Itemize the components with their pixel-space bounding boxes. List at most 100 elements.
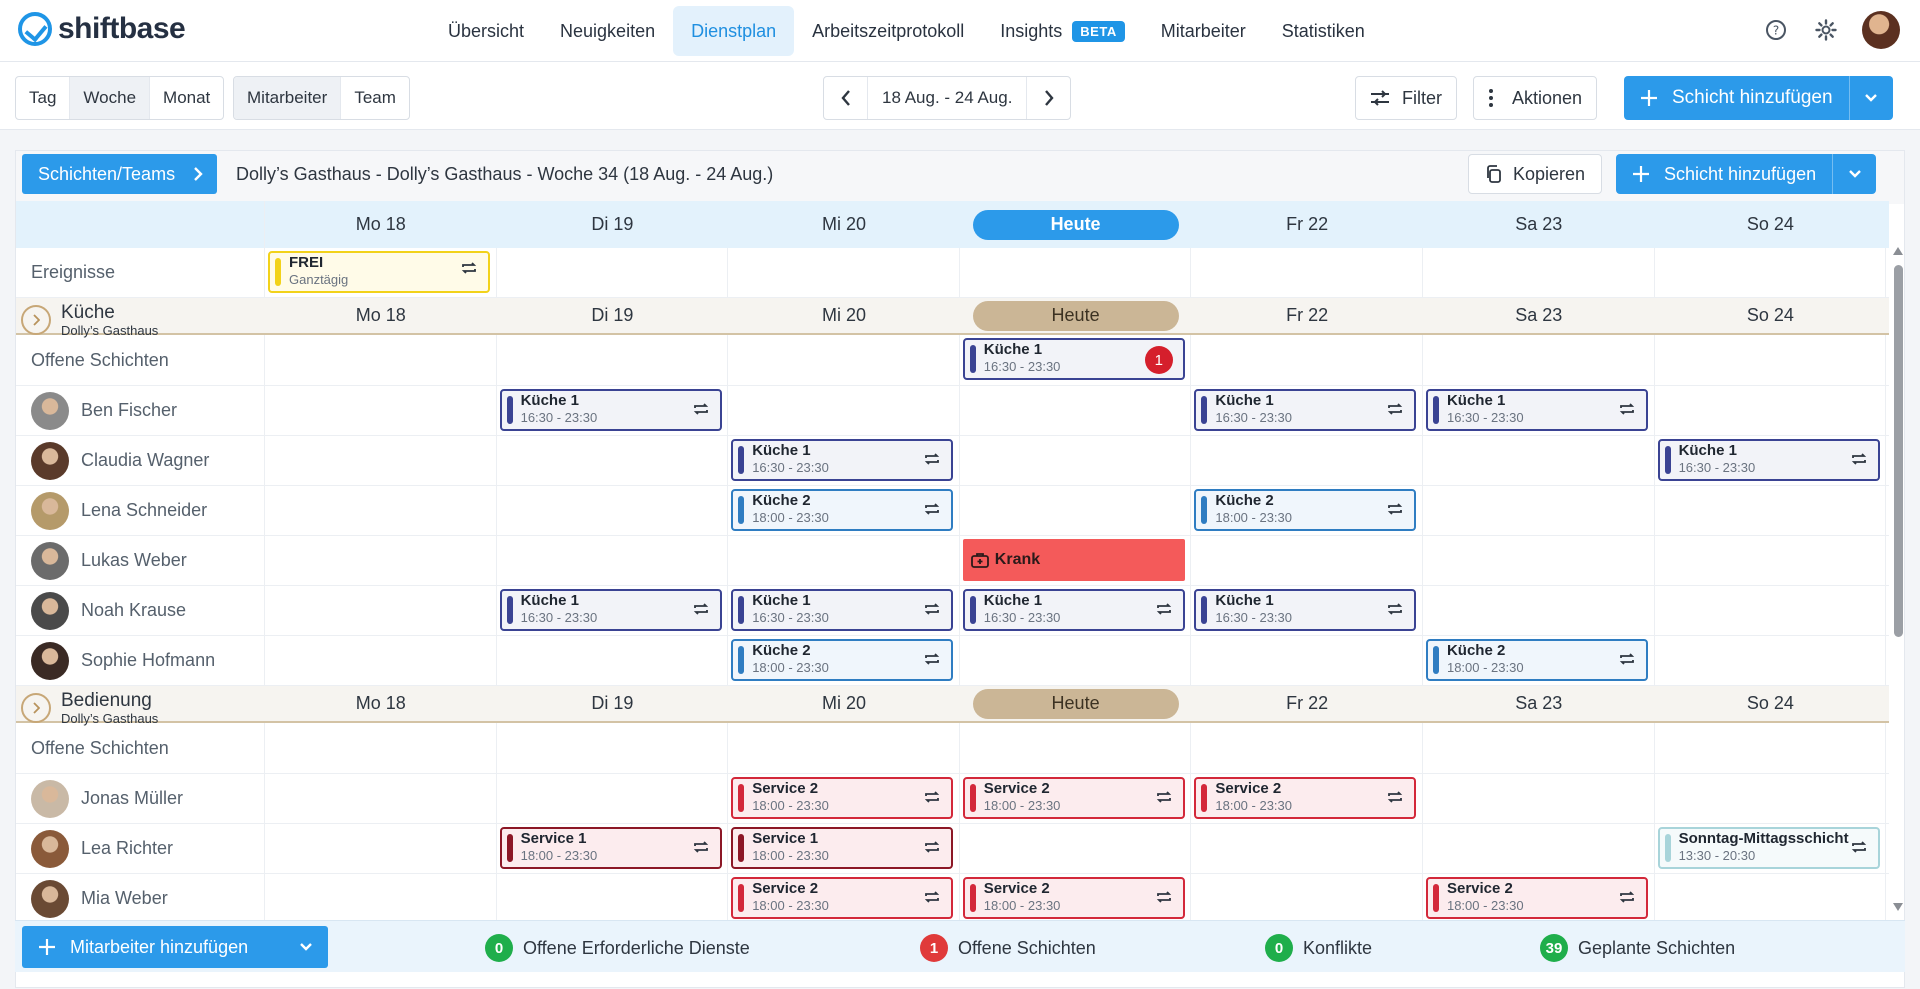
shift-card[interactable]: Service 1 18:00 - 23:30: [499, 827, 722, 869]
day-cell[interactable]: [1655, 536, 1887, 585]
repeat-icon[interactable]: [1386, 502, 1404, 520]
day-cell[interactable]: [1191, 335, 1423, 385]
panel-add-shift-button[interactable]: Schicht hinzufügen: [1616, 154, 1832, 194]
nav-item-insights[interactable]: Insights BETA: [982, 6, 1142, 56]
day-cell[interactable]: [497, 335, 729, 385]
day-cell[interactable]: [1423, 586, 1655, 635]
day-cell[interactable]: Service 2 18:00 - 23:30: [960, 874, 1192, 923]
shifts-teams-button[interactable]: Schichten/Teams: [22, 154, 218, 194]
repeat-icon[interactable]: [1386, 790, 1404, 808]
day-cell[interactable]: Küche 1 16:30 - 23:30: [1423, 386, 1655, 435]
repeat-icon[interactable]: [460, 261, 478, 279]
nav-item-arbeitszeitprotokoll[interactable]: Arbeitszeitprotokoll: [794, 6, 982, 56]
day-cell[interactable]: Service 2 18:00 - 23:30: [728, 874, 960, 923]
employee-label[interactable]: Claudia Wagner: [16, 436, 264, 485]
repeat-icon[interactable]: [923, 502, 941, 520]
nav-item-statistiken[interactable]: Statistiken: [1264, 6, 1383, 56]
day-cell[interactable]: Service 2 18:00 - 23:30: [1191, 774, 1423, 823]
repeat-icon[interactable]: [1850, 840, 1868, 858]
stat-offene-schichten[interactable]: 1 Offene Schichten: [920, 934, 1096, 962]
nav-item-mitarbeiter[interactable]: Mitarbeiter: [1143, 6, 1264, 56]
day-cell[interactable]: [960, 486, 1192, 535]
shift-card[interactable]: Küche 2 18:00 - 23:30: [1194, 489, 1417, 531]
repeat-icon[interactable]: [1618, 652, 1636, 670]
day-cell[interactable]: Service 1 18:00 - 23:30: [728, 824, 960, 873]
day-cell[interactable]: [1191, 874, 1423, 923]
day-cell[interactable]: [1423, 723, 1655, 773]
actions-button[interactable]: Aktionen: [1473, 76, 1598, 120]
add-shift-dropdown-toggle[interactable]: [1848, 76, 1893, 120]
day-cell[interactable]: Küche 1 16:30 - 23:30: [728, 586, 960, 635]
day-cell[interactable]: [1423, 824, 1655, 873]
employee-label[interactable]: Noah Krause: [16, 586, 264, 635]
shift-card[interactable]: Sonntag-Mittagsschicht 13:30 - 20:30: [1657, 827, 1880, 869]
shift-card[interactable]: Küche 1 16:30 - 23:30: [499, 589, 722, 631]
employee-label[interactable]: Sophie Hofmann: [16, 636, 264, 685]
vertical-scrollbar[interactable]: [1893, 247, 1903, 917]
expand-chevron-icon[interactable]: [21, 305, 51, 335]
day-cell[interactable]: Service 2 18:00 - 23:30: [728, 774, 960, 823]
group-mode-mitarbeiter[interactable]: Mitarbeiter: [234, 77, 342, 119]
help-icon[interactable]: ?: [1762, 16, 1790, 44]
day-cell[interactable]: [1423, 774, 1655, 823]
day-cell[interactable]: [265, 774, 497, 823]
repeat-icon[interactable]: [923, 652, 941, 670]
day-cell[interactable]: [497, 723, 729, 773]
shift-card[interactable]: Küche 2 18:00 - 23:30: [731, 489, 954, 531]
day-cell[interactable]: [728, 386, 960, 435]
day-cell[interactable]: Küche 1 16:30 - 23:30: [1191, 586, 1423, 635]
day-cell[interactable]: Service 1 18:00 - 23:30: [497, 824, 729, 873]
day-cell[interactable]: [1191, 636, 1423, 685]
shift-card[interactable]: Küche 1 16:30 - 23:30: [499, 389, 722, 431]
day-cell[interactable]: [1655, 386, 1887, 435]
day-cell[interactable]: [497, 436, 729, 485]
repeat-icon[interactable]: [1618, 402, 1636, 420]
day-cell[interactable]: [728, 248, 960, 297]
day-cell[interactable]: Küche 1 16:30 - 23:30: [497, 386, 729, 435]
shift-card[interactable]: Service 2 18:00 - 23:30: [1425, 877, 1648, 919]
day-cell[interactable]: [497, 874, 729, 923]
day-cell[interactable]: [265, 586, 497, 635]
day-cell[interactable]: Küche 1 16:30 - 23:30: [1655, 436, 1887, 485]
day-cell[interactable]: Sonntag-Mittagsschicht 13:30 - 20:30: [1655, 824, 1887, 873]
day-cell[interactable]: [1191, 248, 1423, 297]
day-cell[interactable]: [1423, 536, 1655, 585]
day-cell[interactable]: [1655, 636, 1887, 685]
day-cell[interactable]: [728, 335, 960, 385]
shift-card[interactable]: Küche 2 18:00 - 23:30: [1425, 639, 1648, 681]
day-cell[interactable]: [497, 248, 729, 297]
day-cell[interactable]: Service 2 18:00 - 23:30: [960, 774, 1192, 823]
shift-card[interactable]: Küche 1 16:30 - 23:30 1: [962, 338, 1185, 380]
day-cell[interactable]: Küche 2 18:00 - 23:30: [728, 486, 960, 535]
day-cell[interactable]: [960, 723, 1192, 773]
view-mode-woche[interactable]: Woche: [70, 77, 151, 119]
view-mode-monat[interactable]: Monat: [163, 88, 211, 107]
employee-label[interactable]: Mia Weber: [16, 874, 264, 923]
day-cell[interactable]: [1423, 335, 1655, 385]
nav-item-ubersicht[interactable]: Übersicht: [430, 6, 542, 56]
shift-card[interactable]: Service 2 18:00 - 23:30: [731, 777, 954, 819]
day-cell[interactable]: [960, 824, 1192, 873]
add-employee-button[interactable]: Mitarbeiter hinzufügen: [22, 937, 284, 958]
day-cell[interactable]: [1655, 723, 1887, 773]
day-cell[interactable]: [265, 723, 497, 773]
shift-card[interactable]: Küche 1 16:30 - 23:30: [1194, 589, 1417, 631]
day-cell[interactable]: [1423, 248, 1655, 297]
group-mode-team[interactable]: Team: [354, 88, 396, 107]
repeat-icon[interactable]: [1155, 602, 1173, 620]
nav-item-dienstplan[interactable]: Dienstplan: [673, 6, 795, 56]
repeat-icon[interactable]: [692, 602, 710, 620]
shift-card[interactable]: Küche 1 16:30 - 23:30: [1194, 389, 1417, 431]
shift-card[interactable]: Küche 1 16:30 - 23:30: [731, 589, 954, 631]
day-cell[interactable]: [1191, 723, 1423, 773]
day-cell[interactable]: [497, 486, 729, 535]
stat-konflikte[interactable]: 0 Konflikte: [1265, 934, 1372, 962]
day-cell[interactable]: Krank: [960, 536, 1192, 585]
stat-geplante-schichten[interactable]: 39 Geplante Schichten: [1540, 934, 1735, 962]
day-cell[interactable]: Küche 2 18:00 - 23:30: [1423, 636, 1655, 685]
day-cell[interactable]: Service 2 18:00 - 23:30: [1423, 874, 1655, 923]
employee-label[interactable]: Lukas Weber: [16, 536, 264, 585]
add-employee-dropdown-toggle[interactable]: [284, 926, 328, 968]
scroll-up-arrow[interactable]: [1893, 247, 1903, 255]
repeat-icon[interactable]: [923, 452, 941, 470]
